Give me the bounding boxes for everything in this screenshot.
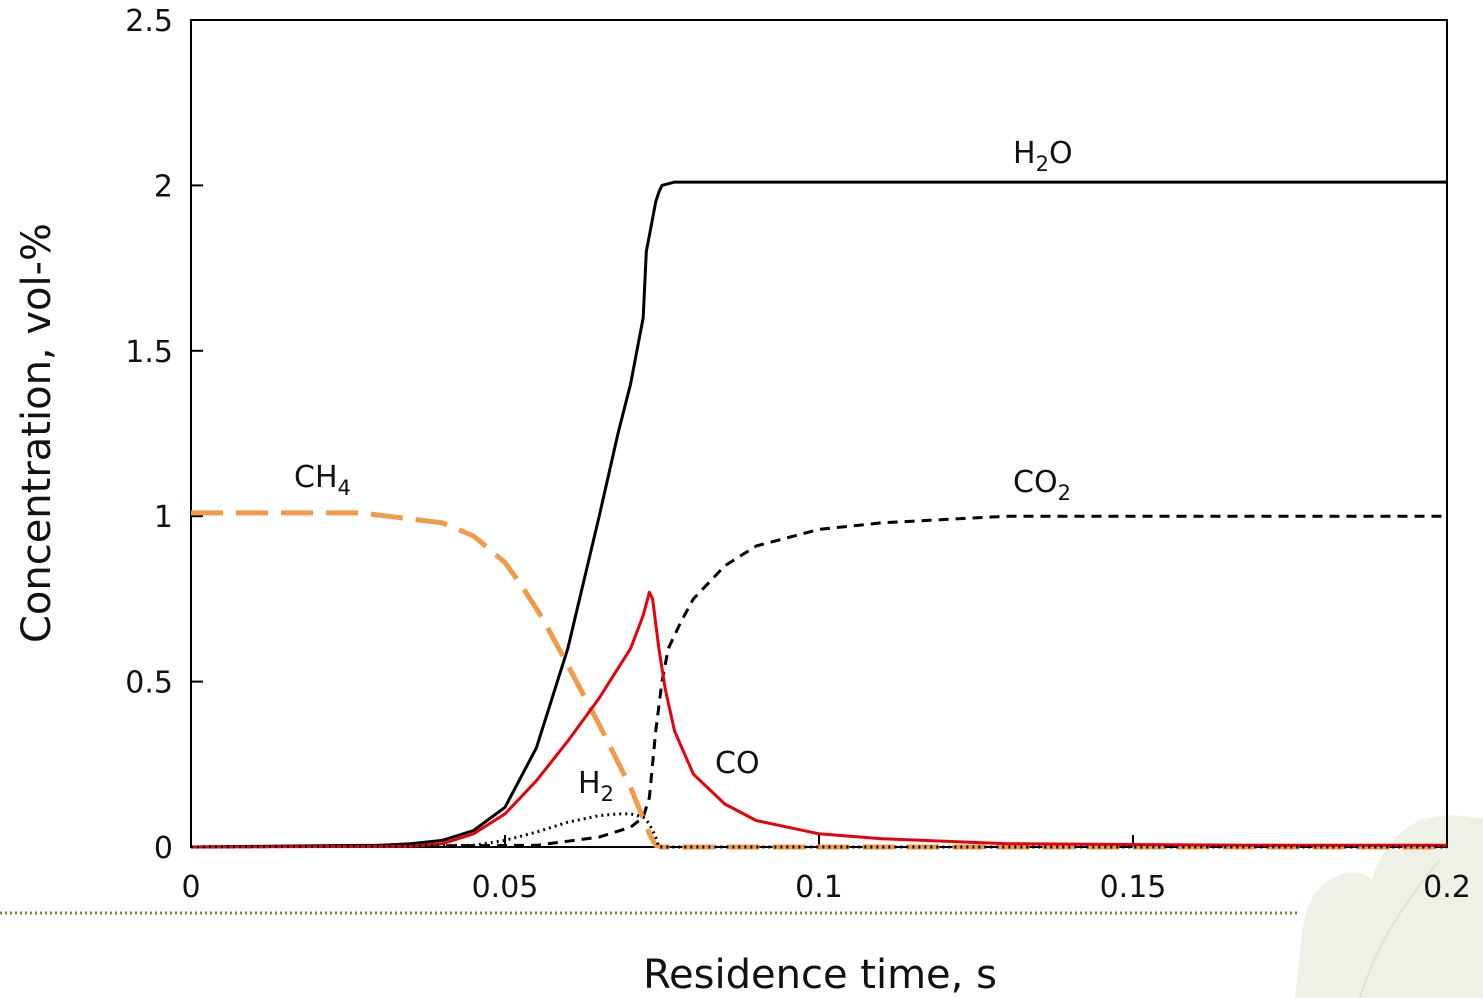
series-label-ch4: CH4 [294,460,351,500]
y-tick-label: 2 [154,169,173,204]
series-layer [190,180,1447,850]
series-line-co [190,590,1447,849]
y-tick-label: 1 [154,500,173,535]
series-line-ch4 [191,510,1447,850]
x-axis-ticks: 0 0.05 0.1 0.15 0.2 [181,835,1471,905]
y-tick-label: 1.5 [125,335,173,370]
x-tick-label: 0.2 [1423,870,1471,905]
y-tick-label: 2.5 [125,4,173,39]
series-label-h2o: H2O [1013,136,1073,176]
series-label-co: CO [715,746,760,781]
leaf-watermark-icon [1295,815,1483,998]
series-label-h2: H2 [578,766,614,806]
series-labels: H2O CO2 CH4 CO H2 [294,136,1073,806]
y-axis-title: Concentration, vol-% [14,223,60,643]
x-tick-label: 0.15 [1100,870,1167,905]
y-axis-ticks: 0 0.5 1 1.5 2 2.5 [125,4,203,866]
series-label-co2: CO2 [1013,465,1071,505]
x-axis-title: Residence time, s [643,952,997,998]
series-line-co2 [190,514,1447,849]
x-tick-label: 0 [181,870,200,905]
plot-area-frame [190,19,1448,848]
series-line-h2 [190,812,1447,849]
x-tick-label: 0.1 [795,870,843,905]
x-tick-label: 0.05 [472,870,539,905]
y-tick-label: 0 [154,831,173,866]
y-tick-label: 0.5 [125,666,173,701]
series-line-h2o [190,180,1447,849]
